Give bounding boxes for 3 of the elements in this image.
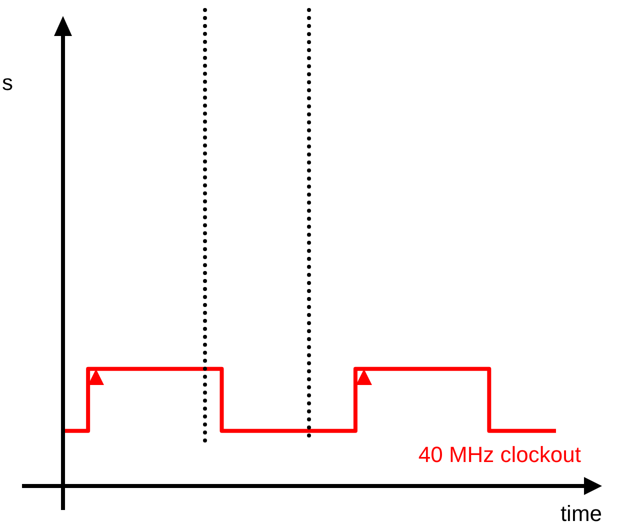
text: s (2, 70, 13, 96)
series-label: 40 MHz clockout (418, 442, 581, 467)
x-axis-title: time (560, 501, 602, 525)
